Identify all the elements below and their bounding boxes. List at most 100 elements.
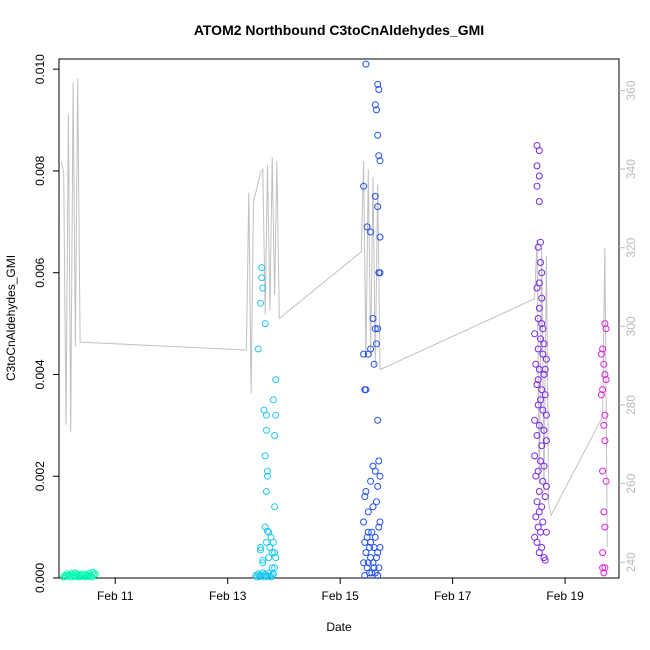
data-point-series-2: [371, 533, 379, 541]
data-point-series-1: [258, 264, 266, 272]
data-point-series-1: [258, 274, 266, 282]
data-point-series-2: [374, 416, 382, 424]
data-point-series-2: [374, 131, 382, 139]
data-point-series-2: [369, 503, 377, 511]
data-point-series-3: [535, 198, 543, 205]
data-point-series-2: [362, 386, 370, 394]
data-point-series-3: [539, 350, 547, 358]
data-point-series-4: [601, 564, 609, 572]
x-axis: Feb 11 Feb 13 Feb 15 Feb 17 Feb 19: [97, 578, 584, 603]
data-point-series-3: [535, 365, 543, 373]
data-point-series-1: [259, 556, 267, 564]
data-point-series-3: [541, 365, 549, 373]
data-point-series-1: [259, 559, 267, 567]
data-point-series-4: [601, 320, 609, 328]
data-point-series-2: [374, 325, 382, 333]
data-point-series-3: [538, 269, 546, 277]
data-point-series-3: [542, 528, 550, 536]
data-point-series-3: [542, 411, 550, 419]
data-point-series-3: [539, 406, 547, 414]
data-point-series-4: [599, 549, 607, 557]
data-point-series-4: [597, 391, 605, 399]
y-tick-label: 0.000: [33, 563, 47, 593]
y2-tick-label: 280: [624, 395, 638, 415]
data-point-series-1: [261, 320, 269, 328]
data-point-series-3: [533, 162, 541, 170]
data-point-series-3: [533, 284, 541, 292]
data-point-series-3: [541, 556, 549, 564]
data-point-series-1: [261, 523, 269, 531]
data-point-series-4: [600, 508, 608, 516]
data-point-series-2: [376, 157, 384, 165]
data-point-series-3: [534, 243, 542, 251]
y-tick-label: 0.008: [33, 156, 47, 186]
data-point-series-3: [533, 538, 541, 546]
data-point-series-2: [373, 498, 380, 506]
data-point-series-3: [531, 452, 539, 460]
data-point-series-2: [374, 203, 382, 211]
chart-title: ATOM2 Northbound C3toCnAldehydes_GMI: [194, 22, 484, 38]
y-axis-label: C3toCnAldehydes_GMI: [4, 255, 18, 381]
data-point-series-3: [542, 355, 550, 363]
data-point-series-3: [535, 421, 543, 429]
data-point-series-3: [537, 335, 544, 343]
data-point-series-2: [363, 223, 371, 231]
data-point-series-4: [602, 325, 610, 333]
data-point-series-3: [531, 330, 539, 338]
y2-tick-label: 300: [624, 316, 638, 336]
data-point-series-2: [373, 106, 380, 114]
data-point-series-2: [371, 101, 379, 109]
y2-tick-label: 360: [624, 80, 638, 100]
data-point-series-4: [600, 569, 608, 577]
data-point-series-2: [367, 345, 375, 353]
data-point-series-3: [531, 416, 539, 424]
y-tick-label: 0.006: [33, 257, 47, 287]
data-point-series-3: [539, 518, 547, 526]
data-point-series-3: [532, 513, 540, 521]
data-point-series-3: [533, 498, 541, 506]
data-point-series-3: [541, 493, 549, 501]
data-point-series-3: [542, 437, 550, 445]
plot-frame: [58, 58, 620, 579]
y-tick-label: 0.002: [33, 461, 47, 491]
data-point-series-1: [264, 472, 271, 480]
data-point-series-3: [538, 294, 546, 302]
data-point-series-3: [533, 432, 541, 439]
data-point-series-1: [268, 564, 276, 572]
data-point-series-2: [366, 569, 373, 577]
y-tick-label: 0.004: [33, 359, 47, 389]
data-point-series-1: [257, 299, 264, 307]
data-point-series-2: [375, 564, 383, 572]
data-point-series-2: [360, 350, 368, 358]
data-point-series-2: [374, 572, 382, 579]
x-tick-label: Feb 15: [321, 589, 359, 603]
data-point-series-3: [534, 376, 542, 384]
data-point-series-4: [601, 411, 609, 419]
data-point-series-3: [539, 477, 547, 485]
data-point-series-2: [373, 554, 380, 562]
data-point-series-4: [600, 360, 608, 368]
data-point-series-2: [367, 538, 375, 546]
secondary-line-layer: [60, 78, 608, 547]
data-point-series-2: [376, 544, 384, 551]
data-point-series-1: [257, 544, 264, 551]
data-point-series-3: [537, 457, 544, 465]
data-point-series-4: [599, 564, 607, 572]
data-point-series-2: [376, 269, 384, 277]
y2-tick-label: 240: [624, 552, 638, 572]
data-point-series-3: [533, 182, 541, 190]
x-tick-label: Feb 19: [546, 589, 584, 603]
data-point-series-3: [539, 325, 547, 333]
y-tick-label: 0.010: [33, 54, 47, 84]
data-point-series-1: [264, 527, 271, 535]
data-point-series-3: [537, 396, 544, 404]
data-point-series-3: [534, 345, 542, 353]
data-point-series-1: [271, 432, 279, 439]
data-point-series-3: [535, 508, 543, 516]
data-point-series-4: [602, 477, 610, 485]
data-point-series-3: [532, 472, 540, 480]
data-point-series-2: [367, 228, 375, 236]
data-point-series-3: [535, 147, 543, 155]
data-point-series-4: [599, 345, 607, 353]
data-point-series-1: [269, 396, 277, 404]
